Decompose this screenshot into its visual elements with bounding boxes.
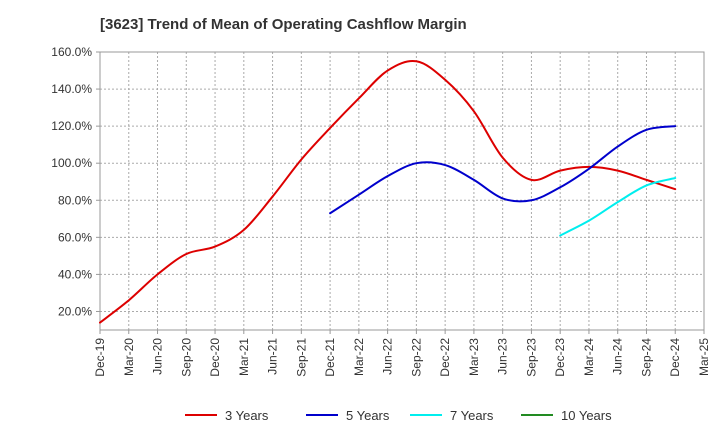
x-tick-label: Sep-24 <box>639 338 653 377</box>
y-tick-label: 80.0% <box>58 193 92 207</box>
x-tick-label: Jun-22 <box>381 338 395 375</box>
x-tick-label: Mar-22 <box>352 338 366 376</box>
y-tick-label: 20.0% <box>58 304 92 318</box>
y-tick-label: 120.0% <box>51 119 92 133</box>
x-tick-label: Dec-24 <box>668 338 682 377</box>
x-tick-label: Sep-23 <box>524 338 538 377</box>
series-line-2 <box>559 177 677 237</box>
legend-label-3: 10 Years <box>561 408 612 423</box>
y-tick-label: 100.0% <box>51 156 92 170</box>
x-tick-label: Mar-23 <box>467 338 481 376</box>
x-tick-label: Dec-20 <box>208 338 222 377</box>
x-axis: Dec-19 Mar-20 Jun-20 Sep-20 Dec-20 Mar-21 Jun-… <box>93 330 711 377</box>
y-axis: 20.0% 40.0% 60.0% 80.0% 100.0% 120.0% 140.0% 16… <box>51 45 100 318</box>
legend: 3 Years 5 Years 7 Years 10 Years <box>185 408 612 423</box>
x-tick-label: Mar-20 <box>122 338 136 376</box>
x-tick-label: Mar-25 <box>697 338 711 376</box>
x-tick-label: Sep-21 <box>294 338 308 377</box>
x-tick-label: Sep-22 <box>409 338 423 377</box>
y-tick-label: 140.0% <box>51 82 92 96</box>
x-tick-label: Jun-21 <box>266 338 280 375</box>
chart-title: [3623] Trend of Mean of Operating Cashfl… <box>100 16 467 33</box>
x-tick-label: Mar-21 <box>237 338 251 376</box>
grid <box>100 51 704 330</box>
legend-label-2: 7 Years <box>450 408 494 423</box>
y-tick-label: 60.0% <box>58 230 92 244</box>
x-tick-label: Dec-19 <box>93 338 107 377</box>
x-tick-label: Jun-23 <box>496 338 510 375</box>
x-tick-label: Dec-23 <box>553 338 567 377</box>
x-tick-label: Jun-24 <box>611 338 625 375</box>
plot-area <box>99 51 705 331</box>
x-tick-label: Dec-22 <box>438 338 452 377</box>
legend-label-0: 3 Years <box>225 408 269 423</box>
x-tick-label: Jun-20 <box>151 338 165 375</box>
series-line-0 <box>99 59 677 324</box>
legend-label-1: 5 Years <box>346 408 390 423</box>
x-tick-label: Mar-24 <box>582 338 596 376</box>
x-tick-label: Dec-21 <box>323 338 337 377</box>
series-line-1 <box>329 125 677 215</box>
x-tick-label: Sep-20 <box>179 338 193 377</box>
y-tick-label: 40.0% <box>58 267 92 281</box>
series-lines <box>99 59 677 324</box>
y-tick-label: 160.0% <box>51 45 92 59</box>
